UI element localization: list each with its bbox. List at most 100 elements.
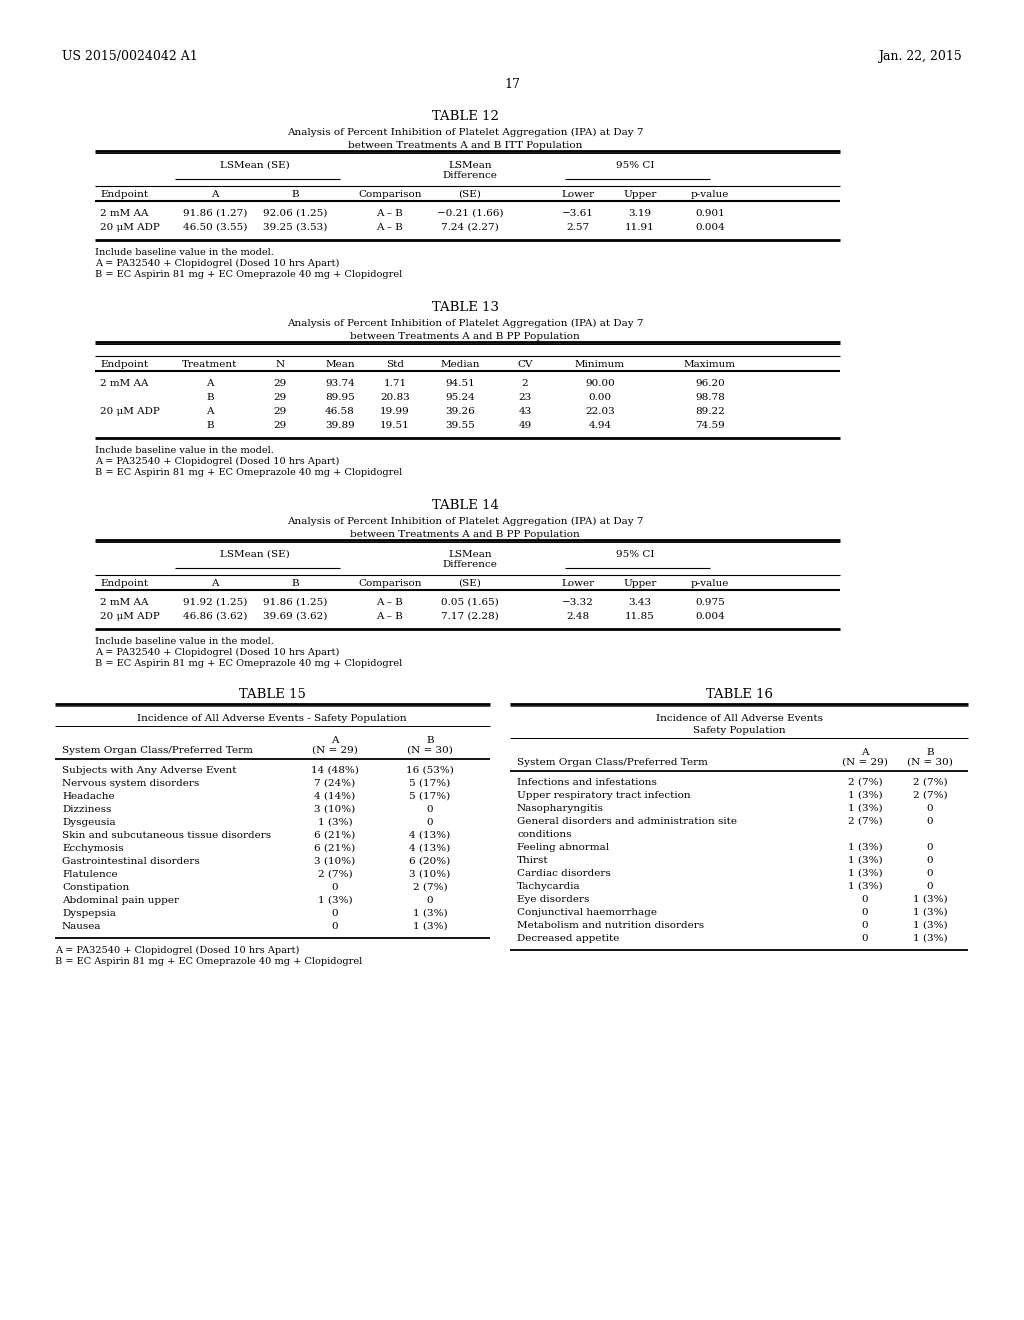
- Text: 91.86 (1.25): 91.86 (1.25): [263, 598, 328, 607]
- Text: 0.05 (1.65): 0.05 (1.65): [441, 598, 499, 607]
- Text: Cardiac disorders: Cardiac disorders: [517, 869, 610, 878]
- Text: B: B: [206, 393, 214, 403]
- Text: 19.99: 19.99: [380, 407, 410, 416]
- Text: between Treatments A and B PP Population: between Treatments A and B PP Population: [350, 333, 580, 341]
- Text: 3 (10%): 3 (10%): [314, 805, 355, 814]
- Text: Comparison: Comparison: [358, 579, 422, 587]
- Text: Median: Median: [440, 360, 480, 370]
- Text: 95% CI: 95% CI: [615, 550, 654, 558]
- Text: 43: 43: [518, 407, 531, 416]
- Text: Mean: Mean: [326, 360, 354, 370]
- Text: TABLE 15: TABLE 15: [239, 688, 305, 701]
- Text: 2 (7%): 2 (7%): [317, 870, 352, 879]
- Text: 46.86 (3.62): 46.86 (3.62): [183, 612, 247, 620]
- Text: 2 (7%): 2 (7%): [912, 791, 947, 800]
- Text: Dysgeusia: Dysgeusia: [62, 818, 116, 828]
- Text: 29: 29: [273, 407, 287, 416]
- Text: Upper: Upper: [624, 579, 656, 587]
- Text: Dizziness: Dizziness: [62, 805, 112, 814]
- Text: Decreased appetite: Decreased appetite: [517, 935, 620, 942]
- Text: A: A: [211, 579, 219, 587]
- Text: (N = 29): (N = 29): [842, 758, 888, 767]
- Text: 0: 0: [427, 818, 433, 828]
- Text: 29: 29: [273, 379, 287, 388]
- Text: 4 (13%): 4 (13%): [410, 832, 451, 840]
- Text: B: B: [291, 190, 299, 199]
- Text: 2 (7%): 2 (7%): [912, 777, 947, 787]
- Text: 0.00: 0.00: [589, 393, 611, 403]
- Text: −0.21 (1.66): −0.21 (1.66): [437, 209, 503, 218]
- Text: 1 (3%): 1 (3%): [848, 855, 883, 865]
- Text: Treatment: Treatment: [182, 360, 238, 370]
- Text: Conjunctival haemorrhage: Conjunctival haemorrhage: [517, 908, 657, 917]
- Text: 91.86 (1.27): 91.86 (1.27): [183, 209, 247, 218]
- Text: A – B: A – B: [377, 223, 403, 232]
- Text: Analysis of Percent Inhibition of Platelet Aggregation (IPA) at Day 7: Analysis of Percent Inhibition of Platel…: [287, 517, 643, 527]
- Text: 0.004: 0.004: [695, 223, 725, 232]
- Text: A = PA32540 + Clopidogrel (Dosed 10 hrs Apart): A = PA32540 + Clopidogrel (Dosed 10 hrs …: [95, 457, 339, 466]
- Text: 1 (3%): 1 (3%): [912, 921, 947, 931]
- Text: 3 (10%): 3 (10%): [410, 870, 451, 879]
- Text: 20 μM ADP: 20 μM ADP: [100, 223, 160, 232]
- Text: A – B: A – B: [377, 612, 403, 620]
- Text: 49: 49: [518, 421, 531, 430]
- Text: Safety Population: Safety Population: [692, 726, 785, 735]
- Text: 7.24 (2.27): 7.24 (2.27): [441, 223, 499, 232]
- Text: Endpoint: Endpoint: [100, 190, 148, 199]
- Text: A: A: [331, 737, 339, 744]
- Text: A = PA32540 + Clopidogrel (Dosed 10 hrs Apart): A = PA32540 + Clopidogrel (Dosed 10 hrs …: [95, 259, 339, 268]
- Text: 0: 0: [927, 882, 933, 891]
- Text: LSMean: LSMean: [449, 161, 492, 170]
- Text: (N = 29): (N = 29): [312, 746, 358, 755]
- Text: p-value: p-value: [691, 190, 729, 199]
- Text: 2 (7%): 2 (7%): [848, 777, 883, 787]
- Text: 91.92 (1.25): 91.92 (1.25): [183, 598, 247, 607]
- Text: 7 (24%): 7 (24%): [314, 779, 355, 788]
- Text: 93.74: 93.74: [326, 379, 355, 388]
- Text: 1 (3%): 1 (3%): [848, 804, 883, 813]
- Text: p-value: p-value: [691, 579, 729, 587]
- Text: 17: 17: [504, 78, 520, 91]
- Text: Jan. 22, 2015: Jan. 22, 2015: [879, 50, 962, 63]
- Text: Comparison: Comparison: [358, 190, 422, 199]
- Text: (SE): (SE): [459, 579, 481, 587]
- Text: 11.85: 11.85: [625, 612, 655, 620]
- Text: 1 (3%): 1 (3%): [848, 843, 883, 851]
- Text: Gastrointestinal disorders: Gastrointestinal disorders: [62, 857, 200, 866]
- Text: 39.26: 39.26: [445, 407, 475, 416]
- Text: 6 (21%): 6 (21%): [314, 843, 355, 853]
- Text: Nausea: Nausea: [62, 921, 101, 931]
- Text: Difference: Difference: [442, 172, 498, 180]
- Text: (SE): (SE): [459, 190, 481, 199]
- Text: 14 (48%): 14 (48%): [311, 766, 359, 775]
- Text: 1 (3%): 1 (3%): [912, 908, 947, 917]
- Text: 90.00: 90.00: [585, 379, 614, 388]
- Text: 4.94: 4.94: [589, 421, 611, 430]
- Text: Eye disorders: Eye disorders: [517, 895, 590, 904]
- Text: 20 μM ADP: 20 μM ADP: [100, 407, 160, 416]
- Text: A = PA32540 + Clopidogrel (Dosed 10 hrs Apart): A = PA32540 + Clopidogrel (Dosed 10 hrs …: [55, 946, 299, 956]
- Text: General disorders and administration site: General disorders and administration sit…: [517, 817, 737, 826]
- Text: 2: 2: [521, 379, 528, 388]
- Text: Nervous system disorders: Nervous system disorders: [62, 779, 200, 788]
- Text: TABLE 14: TABLE 14: [431, 499, 499, 512]
- Text: 1 (3%): 1 (3%): [848, 882, 883, 891]
- Text: 0: 0: [332, 921, 338, 931]
- Text: Std: Std: [386, 360, 404, 370]
- Text: A – B: A – B: [377, 209, 403, 218]
- Text: between Treatments A and B PP Population: between Treatments A and B PP Population: [350, 531, 580, 539]
- Text: 2 mM AA: 2 mM AA: [100, 209, 148, 218]
- Text: Include baseline value in the model.: Include baseline value in the model.: [95, 638, 273, 645]
- Text: Dyspepsia: Dyspepsia: [62, 909, 116, 917]
- Text: Include baseline value in the model.: Include baseline value in the model.: [95, 248, 273, 257]
- Text: 95% CI: 95% CI: [615, 161, 654, 170]
- Text: 74.59: 74.59: [695, 421, 725, 430]
- Text: 39.55: 39.55: [445, 421, 475, 430]
- Text: 19.51: 19.51: [380, 421, 410, 430]
- Text: 23: 23: [518, 393, 531, 403]
- Text: 0: 0: [861, 935, 868, 942]
- Text: 0: 0: [861, 921, 868, 931]
- Text: B: B: [206, 421, 214, 430]
- Text: Incidence of All Adverse Events - Safety Population: Incidence of All Adverse Events - Safety…: [137, 714, 407, 723]
- Text: 1 (3%): 1 (3%): [317, 896, 352, 906]
